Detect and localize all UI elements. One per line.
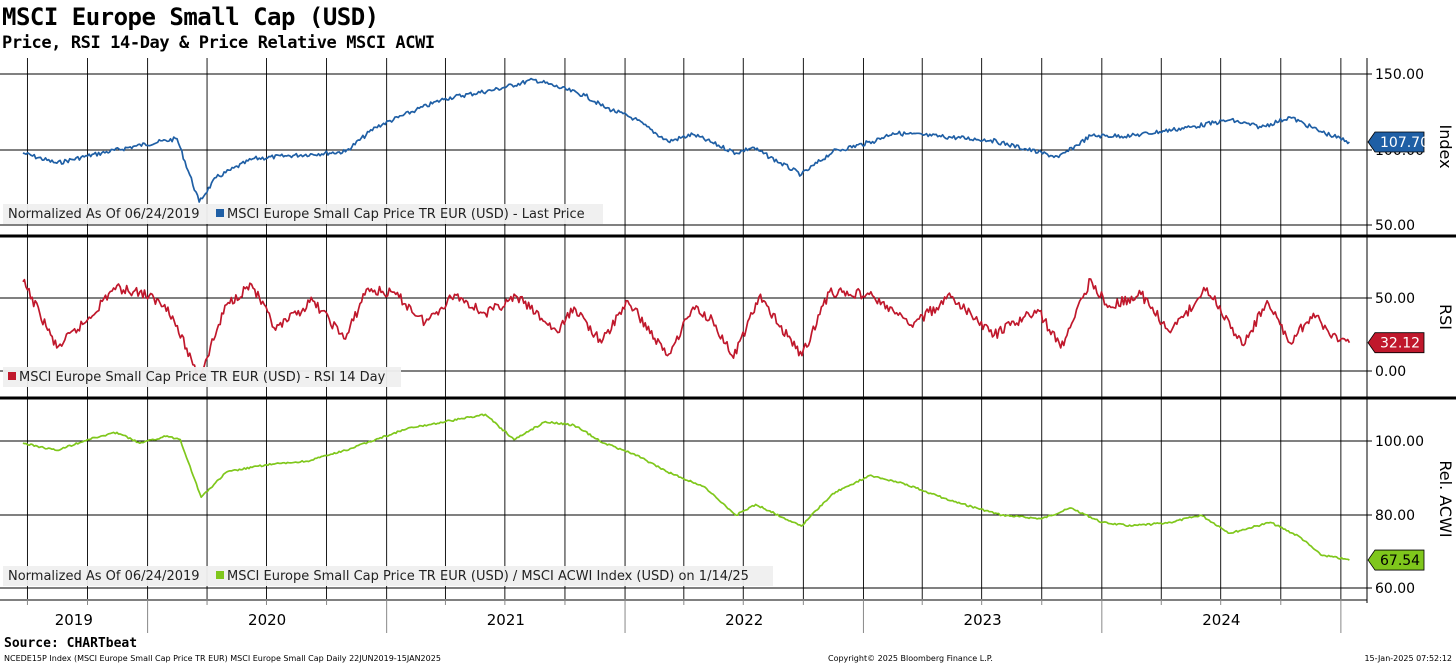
legend-label: MSCI Europe Small Cap Price TR EUR (USD)… — [227, 569, 749, 584]
legend-prefix: Normalized As Of 06/24/2019 — [8, 569, 200, 584]
last-value-label: 107.70 — [1380, 135, 1429, 151]
y-tick-label: 50.00 — [1375, 291, 1415, 307]
legend-swatch — [216, 209, 224, 217]
last-value-label: 32.12 — [1380, 336, 1420, 352]
chart-title: MSCI Europe Small Cap (USD) — [2, 3, 379, 31]
source-label: Source: CHARTbeat — [4, 636, 138, 651]
last-value-badge — [1367, 131, 1425, 153]
last-value-badge — [1367, 332, 1425, 354]
x-year-label: 2022 — [725, 611, 763, 629]
x-year-label: 2023 — [964, 611, 1002, 629]
legend-box — [3, 204, 603, 224]
legend-prefix: Normalized As Of 06/24/2019 — [8, 207, 200, 222]
series-line — [22, 277, 1351, 379]
y-tick-label: 80.00 — [1375, 508, 1415, 524]
y-tick-label: 150.00 — [1375, 67, 1424, 83]
x-year-label: 2019 — [55, 611, 93, 629]
legend-box — [3, 566, 773, 586]
legend-box — [3, 367, 401, 387]
panel-3: 100.00 80.00 60.00 Normalized As Of 06/24/2… — [0, 399, 1455, 599]
footer-left: NCEDE15P Index (MSCI Europe Small Cap Pr… — [4, 654, 441, 663]
panel-2: 50.00 0.00 MSCI Europe Small Cap Price TR … — [0, 237, 1455, 397]
series-line — [22, 413, 1350, 561]
legend-label: MSCI Europe Small Cap Price TR EUR (USD)… — [19, 370, 386, 385]
y-tick-label: 100.00 — [1375, 434, 1424, 450]
x-year-label: 2021 — [487, 611, 525, 629]
legend-label: MSCI Europe Small Cap Price TR EUR (USD)… — [227, 207, 585, 222]
footer-copyright: Copyright© 2025 Bloomberg Finance L.P. — [828, 654, 993, 663]
series-line — [22, 77, 1350, 203]
x-axis: 2019 2020 2021 2022 2023 2024 — [26, 600, 1342, 633]
legend-swatch — [8, 372, 16, 380]
axis-title: Rel. ACWI — [1436, 460, 1455, 537]
x-year-label: 2024 — [1202, 611, 1240, 629]
y-tick-label: 0.00 — [1375, 364, 1406, 380]
footer-timestamp: 15-Jan-2025 07:52:12 — [1364, 654, 1452, 663]
axis-title: RSI — [1436, 304, 1455, 330]
axis-title: Index — [1436, 124, 1455, 168]
chart-subtitle: Price, RSI 14-Day & Price Relative MSCI … — [2, 33, 435, 53]
x-year-label: 2020 — [248, 611, 286, 629]
y-tick-label: 60.00 — [1375, 581, 1415, 597]
y-tick-label: 50.00 — [1375, 218, 1415, 234]
last-value-badge — [1367, 549, 1425, 571]
legend-swatch — [216, 571, 224, 579]
last-value-label: 67.54 — [1380, 553, 1420, 569]
